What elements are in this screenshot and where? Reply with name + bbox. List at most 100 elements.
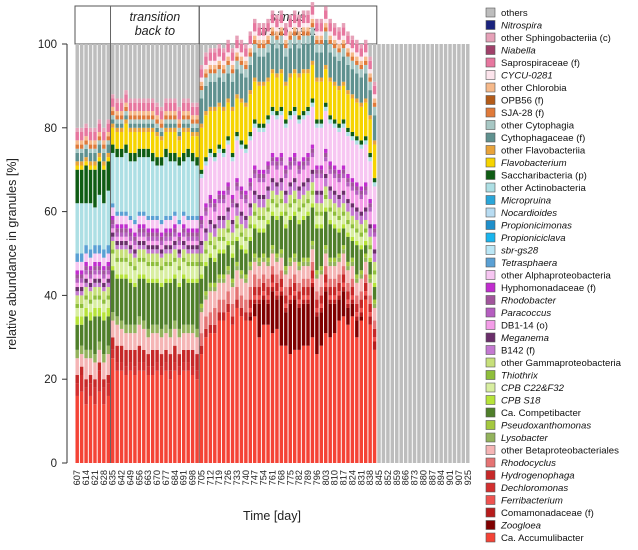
bar-segment	[337, 320, 341, 463]
bar-segment	[355, 228, 359, 233]
bar-segment	[244, 199, 248, 204]
bar-segment	[355, 207, 359, 212]
legend-swatch	[485, 232, 496, 243]
bar-segment	[97, 194, 102, 246]
bar-segment	[217, 144, 221, 149]
bar-segment	[195, 253, 199, 262]
bar-segment	[159, 282, 164, 288]
bar-segment	[324, 64, 328, 70]
legend-swatch	[485, 282, 496, 293]
bar-segment	[266, 199, 270, 208]
bar-segment	[230, 287, 235, 304]
bar-segment	[106, 190, 111, 246]
bar-segment	[332, 228, 337, 258]
bar-segment	[195, 240, 199, 246]
bar-segment	[79, 295, 84, 304]
bar-segment	[337, 228, 341, 233]
bar-segment	[292, 190, 297, 200]
bar-segment	[239, 44, 244, 53]
bar-segment	[168, 127, 173, 132]
bar-segment	[257, 178, 261, 183]
bar-segment	[190, 106, 195, 116]
bar-segment	[350, 207, 355, 216]
bar-column-50	[297, 14, 301, 463]
bar-segment	[213, 52, 217, 61]
x-tick-label: 887	[427, 470, 437, 485]
bar-segment	[204, 299, 208, 317]
bar-segment	[288, 182, 292, 187]
bar-segment	[190, 115, 195, 120]
bar-segment	[186, 236, 190, 241]
legend-swatch	[485, 20, 496, 30]
bar-segment	[213, 161, 217, 200]
bar-segment	[142, 245, 146, 250]
bar-segment	[324, 148, 328, 153]
bar-segment	[133, 232, 137, 237]
bar-segment	[292, 35, 297, 44]
bar-segment	[292, 31, 297, 36]
phase-label-1-line2: back to	[135, 24, 175, 38]
bar-segment	[221, 190, 226, 195]
bar-segment	[217, 299, 221, 313]
bar-segment	[124, 152, 128, 212]
legend-label: Tetrasphaera	[501, 258, 557, 269]
bar-segment	[310, 194, 315, 204]
bar-segment	[332, 81, 337, 86]
x-tick-label: 761	[268, 470, 278, 485]
bar-segment	[297, 173, 301, 187]
bar-segment	[257, 48, 261, 57]
bar-segment	[106, 253, 111, 262]
bar-segment	[239, 148, 244, 187]
bar-segment	[315, 274, 319, 279]
bar-segment	[284, 270, 288, 275]
bar-segment	[372, 341, 377, 350]
bar-segment	[110, 127, 115, 145]
bar-segment	[173, 102, 177, 112]
bar-segment	[230, 64, 235, 70]
bar-segment	[346, 48, 350, 53]
bar-segment	[195, 219, 199, 229]
bar-segment	[239, 144, 244, 149]
legend-label: Cythophagaceae (f)	[501, 133, 585, 144]
bar-segment	[142, 249, 146, 258]
bar-segment	[75, 349, 79, 359]
bar-segment	[84, 379, 88, 388]
bar-segment	[106, 266, 111, 271]
bar-segment	[173, 119, 177, 124]
bar-segment	[346, 203, 350, 212]
bar-segment-others	[452, 44, 457, 463]
bar-segment	[146, 240, 150, 246]
bar-segment	[168, 253, 173, 262]
bar-segment	[341, 190, 346, 195]
bar-column-12	[128, 44, 133, 463]
bar-segment	[93, 362, 97, 380]
bar-segment	[137, 278, 142, 317]
bar-segment	[199, 274, 204, 279]
bar-segment	[226, 144, 230, 183]
bar-segment	[346, 199, 350, 204]
bar-segment	[368, 236, 372, 246]
bar-segment	[115, 119, 119, 124]
bar-segment	[155, 219, 159, 229]
bar-segment	[244, 203, 248, 216]
legend-swatch	[485, 520, 496, 530]
bar-segment	[88, 161, 93, 166]
bar-segment	[346, 94, 350, 128]
bar-segment	[328, 186, 332, 191]
bar-segment	[177, 111, 182, 120]
bar-segment	[88, 299, 93, 304]
bar-segment	[221, 249, 226, 254]
bar-segment	[244, 152, 248, 191]
bar-segment	[341, 48, 346, 57]
bar-segment	[284, 266, 288, 271]
bar-segment	[355, 140, 359, 145]
legend-label: others	[501, 8, 528, 19]
bar-segment	[204, 295, 208, 300]
bar-column-80	[430, 44, 435, 463]
bar-segment	[359, 316, 363, 321]
bar-segment	[319, 123, 324, 128]
x-tick-label: 852	[383, 470, 393, 485]
bar-segment	[190, 278, 195, 283]
bar-segment	[230, 253, 235, 258]
legend-item: sbr-gs28	[485, 245, 539, 257]
